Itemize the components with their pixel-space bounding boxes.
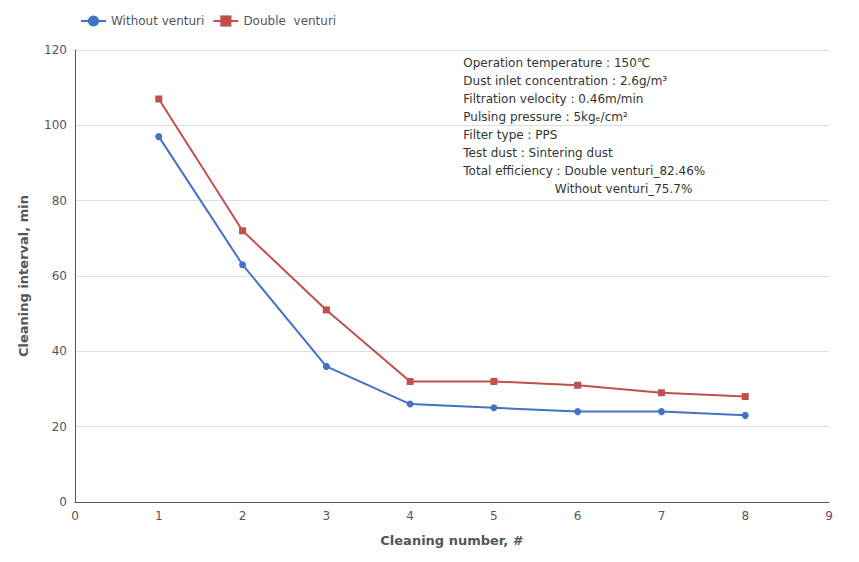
svg-text:Double venturi: Double venturi xyxy=(243,14,336,28)
svg-text:0: 0 xyxy=(59,495,67,509)
svg-text:20: 20 xyxy=(52,420,67,434)
svg-text:4: 4 xyxy=(406,509,414,523)
svg-text:Filtration velocity : 0.46m/mi: Filtration velocity : 0.46m/min xyxy=(463,92,643,106)
svg-text:6: 6 xyxy=(574,509,582,523)
svg-text:1: 1 xyxy=(155,509,163,523)
svg-text:Dust inlet concentration : 2.6: Dust inlet concentration : 2.6g/m³ xyxy=(463,74,667,88)
svg-text:Pulsing pressure : 5kgₑ/cm²: Pulsing pressure : 5kgₑ/cm² xyxy=(463,110,628,124)
svg-text:Cleaning number, #: Cleaning number, # xyxy=(380,533,524,548)
svg-text:7: 7 xyxy=(658,509,666,523)
svg-text:Filter type : PPS: Filter type : PPS xyxy=(463,128,557,142)
svg-text:3: 3 xyxy=(323,509,331,523)
svg-text:9: 9 xyxy=(825,509,833,523)
svg-text:Operation temperature : 150℃: Operation temperature : 150℃ xyxy=(463,56,650,70)
svg-text:Cleaning interval, min: Cleaning interval, min xyxy=(16,195,31,357)
svg-text:120: 120 xyxy=(44,43,67,57)
svg-text:2: 2 xyxy=(239,509,247,523)
svg-text:Total efficiency : Double vent: Total efficiency : Double venturi_82.46% xyxy=(462,164,705,178)
svg-text:Without venturi_75.7%: Without venturi_75.7% xyxy=(463,182,692,196)
svg-text:100: 100 xyxy=(44,118,67,132)
svg-text:60: 60 xyxy=(52,269,67,283)
svg-text:8: 8 xyxy=(741,509,749,523)
svg-text:40: 40 xyxy=(52,344,67,358)
svg-text:Test dust : Sintering dust: Test dust : Sintering dust xyxy=(462,146,613,160)
svg-text:0: 0 xyxy=(71,509,79,523)
svg-text:Without venturi: Without venturi xyxy=(111,14,204,28)
svg-text:80: 80 xyxy=(52,194,67,208)
svg-text:5: 5 xyxy=(490,509,498,523)
